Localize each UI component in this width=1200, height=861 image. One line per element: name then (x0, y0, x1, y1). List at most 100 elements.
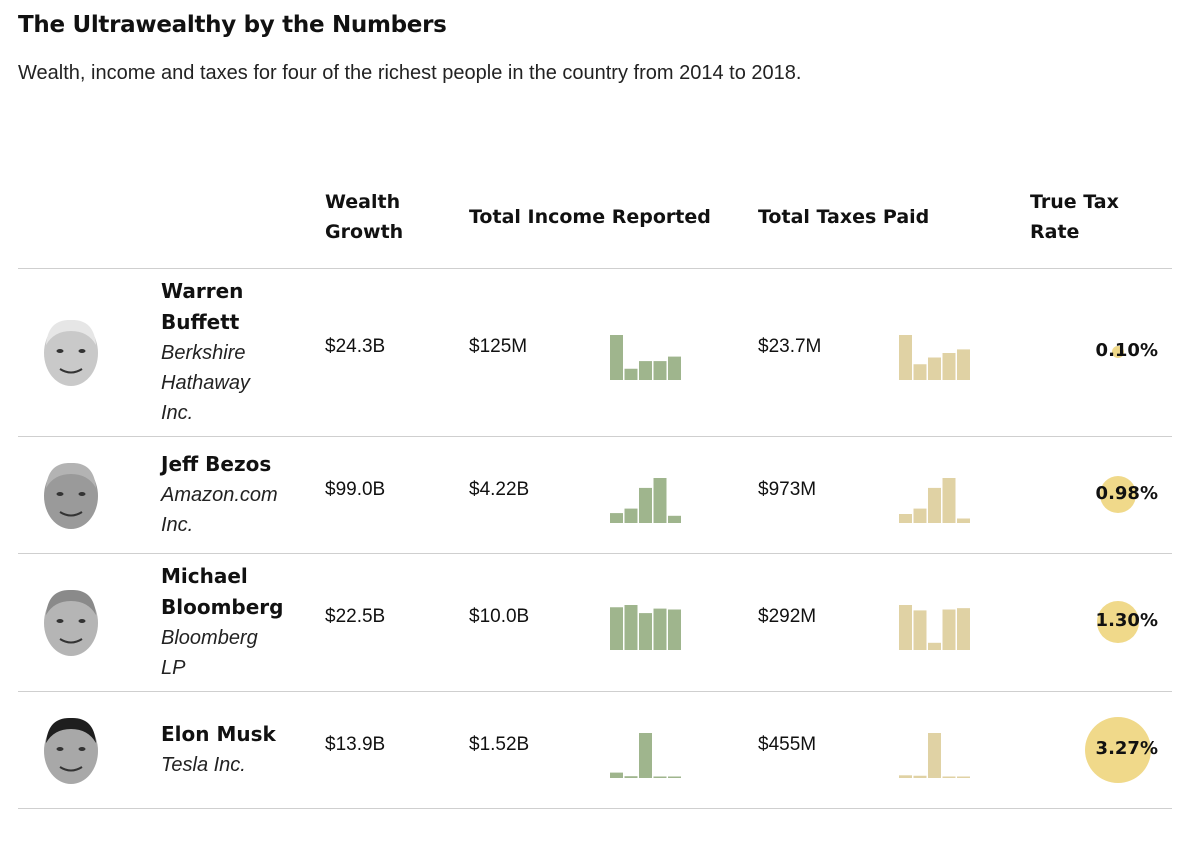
person-name: Buffett (161, 310, 240, 334)
true-tax-rate-cell: 1.30% (1048, 582, 1178, 662)
table-row: Elon Musk Tesla Inc. $13.9B $1.52B $455M 3.27… (18, 691, 1172, 808)
portrait-head (44, 590, 98, 656)
true-tax-rate-cell: 0.98% (1048, 455, 1178, 535)
company-name: Inc. (161, 514, 194, 536)
company-name: Hathaway (161, 372, 250, 394)
total-income-value: $4.22B (469, 478, 530, 500)
tax-bar-chart-bar-2 (913, 364, 927, 380)
income-bar-chart-bar-5 (668, 356, 681, 380)
portrait-eye (56, 349, 64, 353)
tax-bar-chart-bar-1 (899, 335, 912, 380)
income-bar-chart (610, 477, 681, 523)
income-bar-chart-bar-2 (624, 775, 638, 778)
income-bar-chart-bar-3 (639, 732, 652, 778)
portrait-avatar (44, 717, 98, 784)
portrait-eye (78, 746, 86, 751)
company-name: LP (161, 657, 186, 679)
portrait-eye (78, 491, 86, 496)
header-true-tax-rate: True Tax Rate (1030, 191, 1119, 243)
income-bar-chart-bar-5 (668, 609, 681, 650)
person-name: Warren (161, 279, 244, 303)
total-income-value: $10.0B (469, 606, 530, 627)
person-info: Elon Musk Tesla Inc. (161, 719, 311, 780)
tax-bar-chart-bar-3 (928, 642, 941, 650)
tax-bar-chart-bar-2 (913, 508, 927, 523)
tax-bar-chart-bar-2 (913, 610, 927, 650)
portrait-eye (78, 349, 86, 353)
tax-rate-value: 0.98% (1095, 482, 1158, 504)
income-bar-chart-bar-1 (610, 335, 623, 380)
income-bar-chart-bar-2 (624, 508, 638, 523)
chart-title: The Ultrawealthy by the Numbers (18, 12, 447, 38)
total-taxes-value: $973M (758, 478, 817, 500)
income-bar-chart-bar-1 (610, 607, 623, 650)
company-name: Inc. (161, 402, 194, 424)
tax-bar-chart-bar-5 (957, 349, 970, 380)
tax-rate-bubble (1112, 346, 1124, 358)
portrait-hair (46, 717, 96, 743)
income-bar-chart (610, 335, 681, 380)
header-wealth-growth: Wealth Growth (325, 191, 404, 243)
row-divider-4 (18, 808, 1172, 809)
tax-rate-bubble (1097, 601, 1139, 643)
table-row: Warren Buffett Berkshire Hathaway Inc. $24.3B… (18, 268, 1172, 436)
tax-rate-value: 3.27% (1095, 737, 1158, 759)
total-income-value: $1.52B (469, 733, 530, 755)
portrait-eye (78, 619, 86, 623)
chart-subtitle: Wealth, income and taxes for four of the… (18, 62, 802, 84)
income-bar-chart-bar-3 (639, 613, 652, 650)
portrait-head (44, 717, 98, 784)
person-info: Jeff Bezos Amazon.com Inc. (161, 449, 311, 540)
person-name: Bloomberg (161, 595, 284, 619)
portrait-head (44, 320, 98, 386)
tax-bar-chart-bar-4 (942, 609, 956, 650)
header-total-taxes: Total Taxes Paid (758, 206, 930, 228)
wealth-growth-value: $22.5B (325, 606, 386, 627)
company-name: Berkshire (161, 342, 246, 364)
portrait-mouth (59, 368, 83, 374)
portrait-hair (46, 462, 96, 488)
tax-bar-chart-bar-5 (957, 608, 970, 650)
tax-bar-chart-bar-1 (899, 605, 912, 650)
tax-bar-chart (899, 335, 970, 380)
tax-bar-chart-bar-4 (942, 776, 956, 778)
income-bar-chart (610, 732, 681, 778)
tax-bar-chart (899, 477, 970, 523)
tax-bar-chart-bar-1 (899, 513, 912, 523)
income-bar-chart-bar-1 (610, 512, 623, 523)
company-name: Bloomberg (161, 627, 258, 649)
portrait-head (44, 462, 98, 529)
income-bar-chart-bar-2 (624, 605, 638, 650)
portrait-mouth (59, 510, 83, 516)
person-name: Jeff Bezos (161, 452, 272, 476)
tax-bar-chart-bar-1 (899, 774, 912, 778)
income-bar-chart-bar-4 (653, 361, 667, 380)
wealth-growth-value: $99.0B (325, 478, 386, 500)
person-name: Michael (161, 564, 248, 588)
true-tax-rate-cell: 3.27% (1048, 710, 1178, 790)
table-row: Jeff Bezos Amazon.com Inc. $99.0B $4.22B $973… (18, 436, 1172, 553)
portrait-hair (46, 589, 96, 615)
portrait-avatar (44, 589, 98, 656)
tax-bar-chart-bar-3 (928, 357, 941, 380)
tax-bar-chart-bar-3 (928, 732, 941, 778)
income-bar-chart-bar-2 (624, 368, 638, 380)
company-name: Tesla Inc. (161, 754, 246, 776)
person-name: Elon Musk (161, 722, 276, 746)
portrait-mouth (59, 765, 83, 771)
row-divider-2 (18, 553, 1172, 554)
tax-bar-chart-bar-3 (928, 487, 941, 523)
portrait-avatar (44, 319, 98, 386)
tax-bar-chart-bar-5 (957, 776, 970, 778)
tax-bar-chart (899, 605, 970, 650)
portrait-eye (56, 619, 64, 623)
income-bar-chart-bar-1 (610, 772, 623, 778)
income-bar-chart (610, 605, 681, 650)
true-tax-rate-cell: 0.10% (1048, 312, 1178, 392)
income-bar-chart-bar-4 (653, 608, 667, 650)
portrait-hair (46, 319, 96, 345)
wealth-growth-value: $24.3B (325, 336, 386, 357)
portrait-eye (56, 746, 64, 751)
total-taxes-value: $455M (758, 733, 817, 755)
total-taxes-value: $292M (758, 606, 817, 627)
